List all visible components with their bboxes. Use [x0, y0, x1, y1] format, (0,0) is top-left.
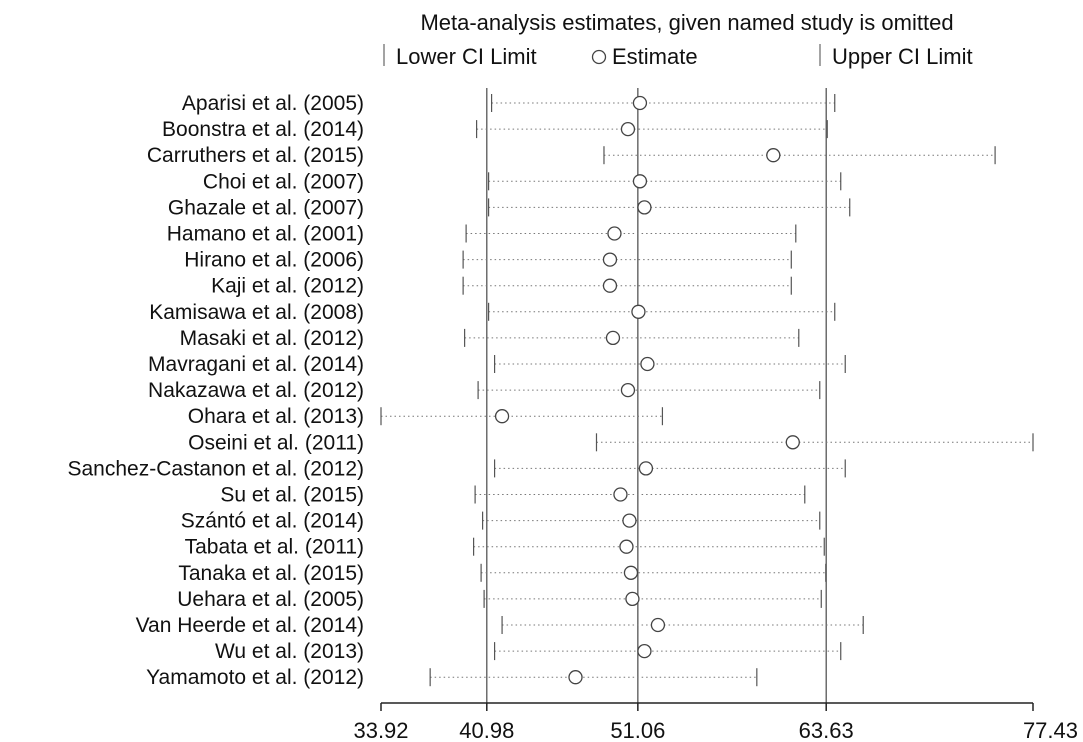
estimate-marker — [623, 565, 639, 580]
study-label: Masaki et al. (2012) — [180, 327, 364, 350]
study-label: Van Heerde et al. (2014) — [136, 614, 364, 637]
plot-area — [380, 88, 1034, 703]
study-label: Nakazawa et al. (2012) — [148, 379, 364, 402]
study-label: Szántó et al. (2014) — [181, 510, 364, 533]
study-label: Yamamoto et al. (2012) — [146, 666, 364, 689]
estimate-marker — [638, 461, 654, 476]
study-label: Su et al. (2015) — [220, 484, 364, 507]
study-label: Sanchez-Castanon et al. (2012) — [67, 457, 364, 480]
estimate-marker — [625, 591, 640, 607]
study-label: Mavragani et al. (2014) — [148, 353, 364, 376]
estimate-marker — [613, 487, 628, 502]
study-label: Tabata et al. (2011) — [185, 536, 364, 559]
study-label: Ohara et al. (2013) — [188, 405, 364, 428]
legend-estimate-marker — [591, 49, 607, 65]
study-label: Kamisawa et al. (2008) — [149, 301, 364, 324]
study-label: Hirano et al. (2006) — [184, 249, 364, 272]
estimate-marker — [619, 539, 634, 554]
study-label: Ghazale et al. (2007) — [168, 196, 364, 219]
estimate-marker — [637, 200, 652, 215]
estimate-marker — [631, 304, 646, 319]
study-label: Hamano et al. (2001) — [167, 223, 364, 246]
estimate-marker — [632, 95, 648, 111]
estimate-marker — [494, 409, 510, 424]
study-label: Boonstra et al. (2014) — [162, 118, 364, 141]
estimate-marker — [568, 670, 583, 685]
estimate-marker — [766, 148, 781, 163]
estimate-marker — [607, 226, 622, 241]
legend-estimate-label: Estimate — [612, 44, 698, 69]
estimate-marker — [605, 330, 621, 346]
estimate-marker — [622, 513, 637, 528]
legend-lower-label: Lower CI Limit — [396, 44, 537, 69]
x-tick-label: 77.43 — [1023, 718, 1078, 742]
study-label: Oseini et al. (2011) — [188, 431, 364, 454]
estimate-marker — [602, 278, 618, 293]
legend-upper-label: Upper CI Limit — [832, 44, 973, 69]
study-label: Uehara et al. (2005) — [177, 588, 364, 611]
estimate-marker — [785, 435, 800, 450]
estimate-marker — [650, 617, 666, 633]
study-label: Choi et al. (2007) — [203, 170, 364, 193]
estimate-marker — [637, 643, 652, 659]
study-labels: Aparisi et al. (2005) Boonstra et al. (20… — [67, 92, 364, 689]
estimate-marker — [640, 356, 655, 372]
estimate-marker — [632, 174, 648, 189]
chart-title: Meta-analysis estimates, given named stu… — [420, 10, 953, 35]
estimate-marker — [620, 382, 636, 398]
x-tick-label: 33.92 — [353, 718, 408, 742]
study-label: Wu et al. (2013) — [215, 640, 364, 663]
x-tick-label: 51.06 — [610, 718, 665, 742]
estimate-marker — [602, 252, 618, 267]
study-label: Tanaka et al. (2015) — [178, 562, 364, 585]
study-label: Carruthers et al. (2015) — [147, 144, 364, 167]
study-label: Kaji et al. (2012) — [211, 275, 364, 298]
x-tick-label: 40.98 — [459, 718, 514, 742]
study-label: Aparisi et al. (2005) — [182, 92, 364, 115]
x-axis: 33.92 40.98 51.06 63.63 77.43 — [353, 702, 1078, 742]
x-tick-label: 63.63 — [799, 718, 854, 742]
legend: Lower CI Limit Estimate Upper CI Limit — [383, 44, 973, 69]
estimate-marker — [620, 121, 636, 137]
